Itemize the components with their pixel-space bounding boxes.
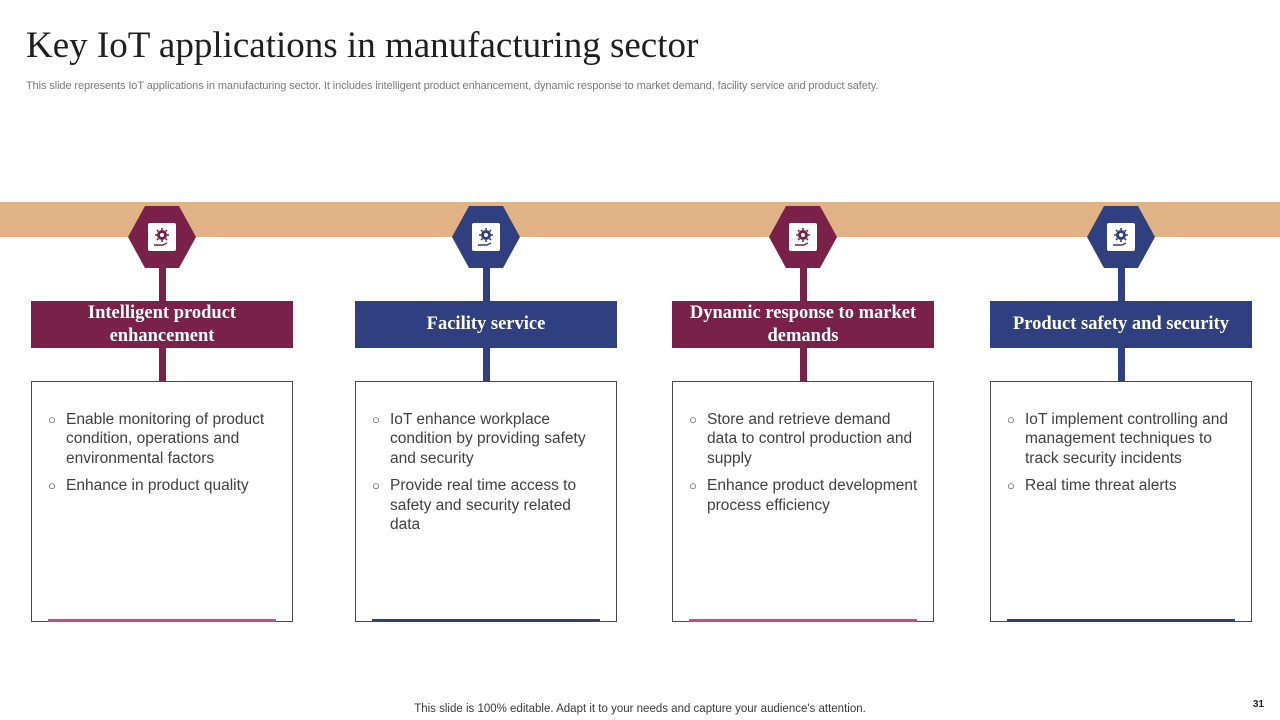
card-heading: Dynamic response to market demands: [672, 301, 934, 348]
list-item: ○ Real time threat alerts: [1007, 476, 1237, 495]
list-item: ○ Enable monitoring of product condition,…: [48, 410, 278, 468]
slide-subtitle: This slide represents IoT applications i…: [26, 80, 879, 92]
connector-line: [483, 346, 490, 382]
footer-note: This slide is 100% editable. Adapt it to…: [414, 703, 866, 715]
bullet-text: Provide real time access to safety and s…: [390, 477, 577, 534]
card-content-box: ○ IoT implement controlling and managemen…: [990, 381, 1252, 622]
accent-bar: [372, 619, 600, 622]
connector-line: [800, 260, 807, 302]
card-facility-service: Facility service ○ IoT enhance workplace …: [355, 0, 617, 720]
slide-title: Key IoT applications in manufacturing se…: [26, 25, 699, 66]
hexagon-badge: [1087, 206, 1155, 268]
card-product-safety: Product safety and security ○ IoT impleme…: [990, 0, 1252, 720]
timeline-band: [0, 202, 1280, 237]
bullet-icon: ○: [372, 412, 380, 427]
page-number: 31: [1252, 699, 1264, 710]
accent-bar: [48, 619, 276, 622]
connector-line: [1118, 346, 1125, 382]
accent-bar: [689, 619, 917, 622]
gear-hand-icon: [789, 223, 817, 251]
bullet-text: Enhance product development process effi…: [707, 477, 918, 514]
list-item: ○ IoT implement controlling and managemen…: [1007, 410, 1237, 468]
bullet-icon: ○: [689, 412, 697, 427]
bullet-icon: ○: [1007, 412, 1015, 427]
bullet-icon: ○: [372, 478, 380, 494]
card-heading: Intelligent product enhancement: [31, 301, 293, 348]
list-item: ○ Enhance in product quality: [48, 476, 278, 495]
list-item: ○ IoT enhance workplace condition by prov…: [372, 410, 602, 468]
connector-line: [483, 260, 490, 302]
accent-bar: [1007, 619, 1235, 622]
list-item: ○ Enhance product development process eff…: [689, 476, 919, 515]
bullet-text: IoT enhance workplace condition by provi…: [390, 411, 586, 467]
bullet-icon: ○: [1007, 478, 1015, 494]
list-item: ○ Provide real time access to safety and …: [372, 476, 602, 534]
connector-line: [1118, 260, 1125, 302]
card-heading: Facility service: [355, 301, 617, 348]
card-content-box: ○ Enable monitoring of product condition,…: [31, 381, 293, 622]
bullet-text: Store and retrieve demand data to contro…: [707, 411, 913, 467]
card-heading: Product safety and security: [990, 301, 1252, 348]
connector-line: [159, 260, 166, 302]
bullet-text: Real time threat alerts: [1025, 477, 1177, 495]
bullet-icon: ○: [48, 478, 56, 494]
bullet-text: Enhance in product quality: [66, 477, 249, 495]
card-dynamic-response: Dynamic response to market demands ○ Stor…: [672, 0, 934, 720]
bullet-icon: ○: [689, 478, 697, 494]
hexagon-badge: [128, 206, 196, 268]
gear-hand-icon: [148, 223, 176, 251]
bullet-icon: ○: [48, 412, 56, 427]
list-item: ○ Store and retrieve demand data to contr…: [689, 410, 919, 468]
gear-hand-icon: [1107, 223, 1135, 251]
card-content-box: ○ Store and retrieve demand data to contr…: [672, 381, 934, 622]
connector-line: [159, 346, 166, 382]
bullet-text: Enable monitoring of product condition, …: [66, 411, 265, 467]
card-intelligent-product-enhancement: Intelligent product enhancement ○ Enable …: [31, 0, 293, 720]
gear-hand-icon: [472, 223, 500, 251]
card-content-box: ○ IoT enhance workplace condition by prov…: [355, 381, 617, 622]
hexagon-badge: [769, 206, 837, 268]
hexagon-badge: [452, 206, 520, 268]
bullet-text: IoT implement controlling and management…: [1025, 411, 1229, 467]
connector-line: [800, 346, 807, 382]
